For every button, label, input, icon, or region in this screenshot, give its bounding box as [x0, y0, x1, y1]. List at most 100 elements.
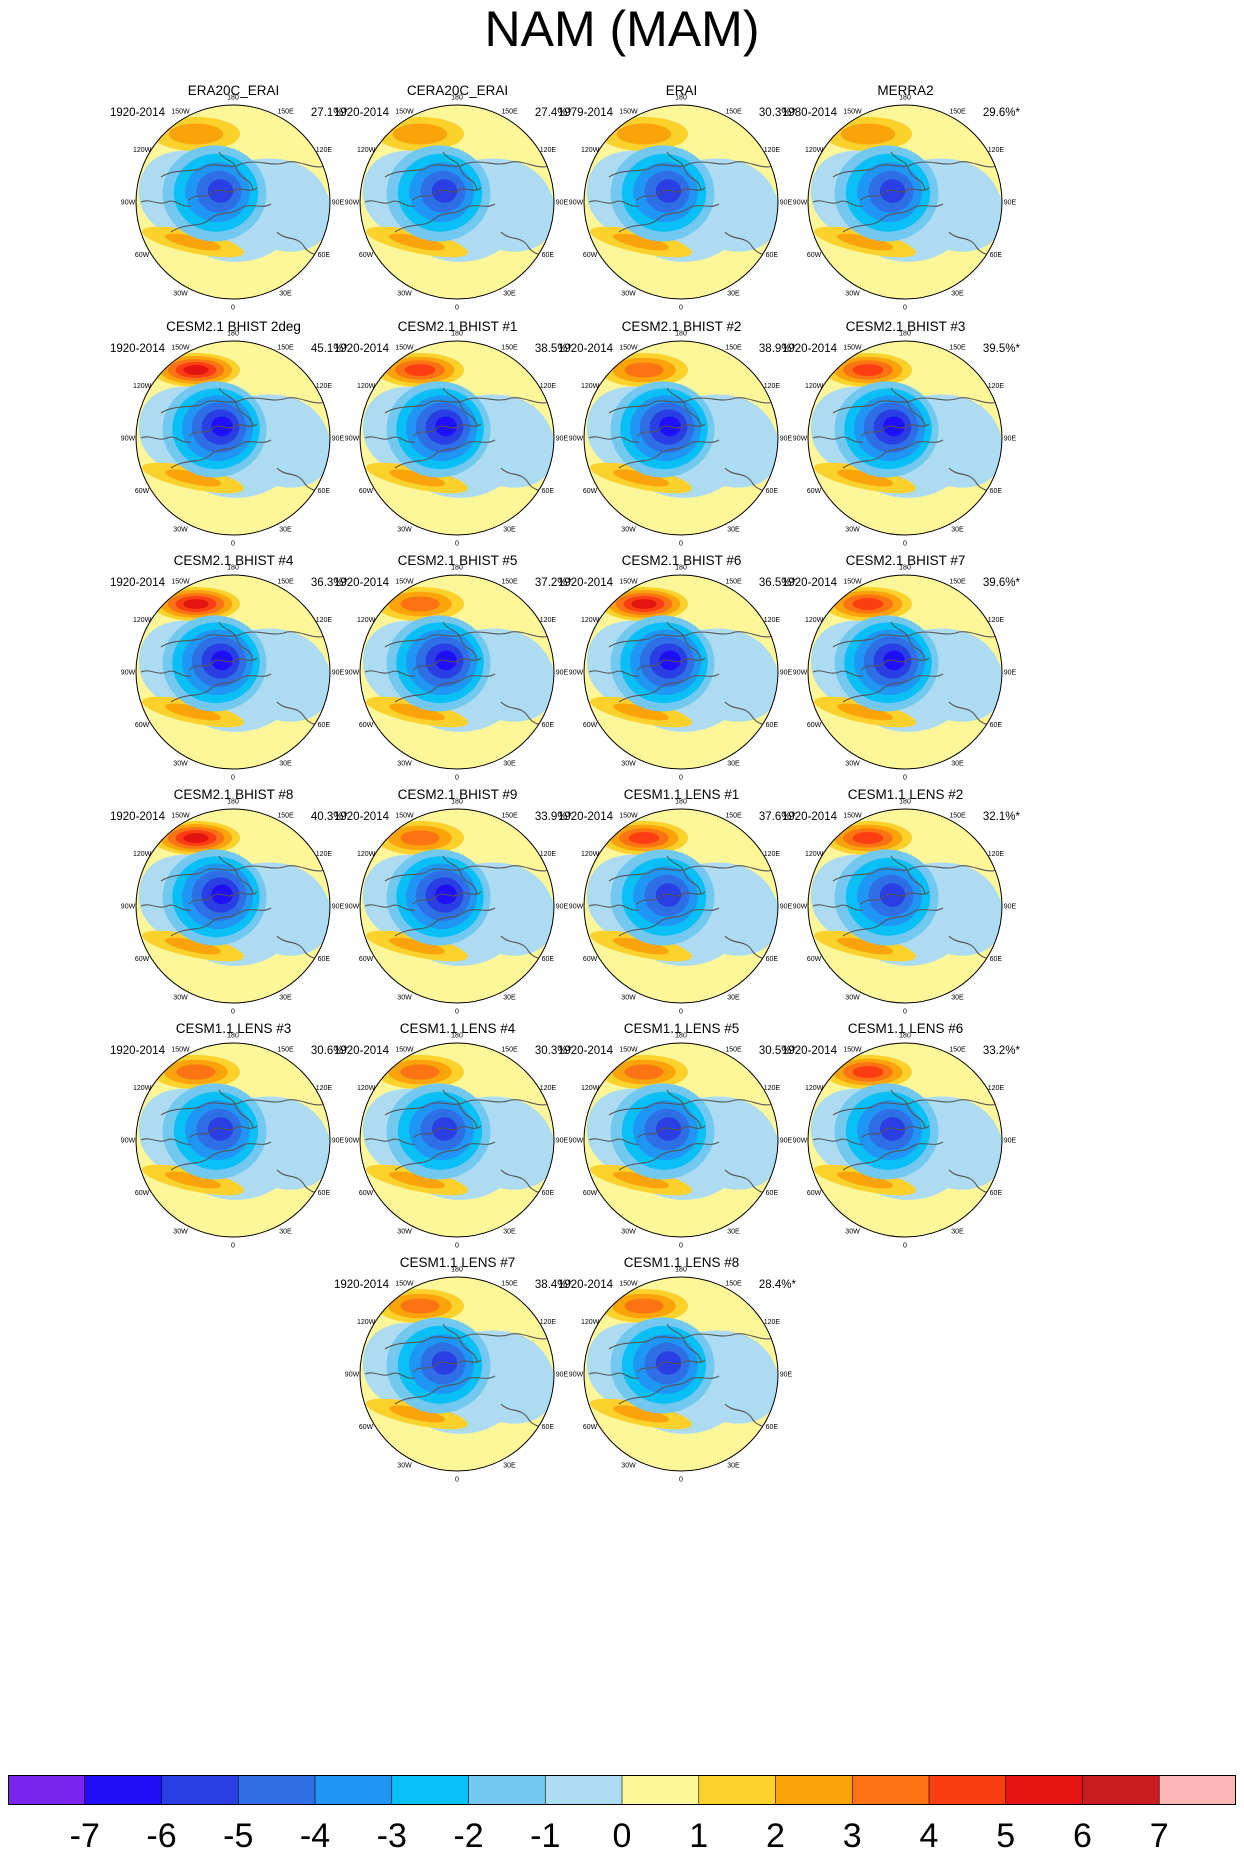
longitude-label: 30E [503, 1462, 516, 1469]
colorbar-tick-label: 2 [766, 1817, 785, 1855]
longitude-label: 90E [780, 436, 793, 443]
map-panel: CESM2.1 BHIST #8 1920-2014 40.3%* 180 150W 15… [101, 786, 366, 1056]
longitude-label: 180 [227, 95, 239, 102]
map-boundary [359, 1276, 555, 1472]
longitude-label: 150W [619, 1281, 638, 1288]
colorbar-swatch [775, 1775, 853, 1805]
longitude-label: 0 [455, 775, 459, 782]
longitude-label: 90W [121, 200, 136, 207]
panel-title: CESM2.1 BHIST #2 [621, 319, 742, 334]
longitude-label: 60W [583, 252, 598, 259]
longitude-label: 90E [1004, 200, 1017, 207]
longitude-label: 30E [951, 760, 964, 767]
panel-variance: 27.1%* [310, 107, 348, 119]
longitude-label: 30E [503, 1228, 516, 1235]
longitude-label: 90E [1004, 1138, 1017, 1145]
coastline [860, 657, 930, 671]
longitude-label: 60W [359, 252, 374, 259]
map-plot: 180 150W 150E 120W 120E 90W 90E 60W 60E 30W 30E 0 [121, 95, 345, 312]
coastline [636, 1359, 706, 1373]
longitude-label: 150E [725, 345, 742, 352]
coastline [588, 436, 640, 443]
longitude-label: 90E [780, 1138, 793, 1145]
panel-variance: 33.2%* [982, 1045, 1020, 1057]
coastline [608, 1333, 774, 1350]
coastline [666, 855, 702, 895]
map-panel: CESM2.1 BHIST #4 1920-2014 36.3%* 180 150W 15… [101, 552, 366, 822]
atlantic-band-contour [836, 233, 894, 251]
panel-variance: 30.3%* [534, 1045, 572, 1057]
panel-title: CESM2.1 BHIST #9 [397, 787, 518, 802]
coastline [140, 200, 192, 207]
coastline [890, 621, 926, 661]
longitude-label: 60E [318, 252, 331, 259]
coastline [608, 161, 774, 178]
longitude-label: 30W [397, 994, 412, 1001]
colorbar-tick-label: -3 [377, 1817, 407, 1855]
longitude-label: 120W [581, 147, 600, 154]
coastline [218, 855, 254, 895]
coastline [188, 891, 258, 905]
longitude-label: 30E [503, 290, 516, 297]
colorbar-swatch [238, 1775, 316, 1805]
panel-variance: 27.4%* [534, 107, 572, 119]
longitude-label: 150E [949, 579, 966, 586]
map-plot: 180 150W 150E 120W 120E 90W 90E 60W 60E 30W 30E 0 [569, 565, 793, 782]
longitude-label: 150W [843, 1047, 862, 1054]
pacific-high-contour [400, 1064, 440, 1080]
longitude-label: 150W [619, 579, 638, 586]
map-plot: 180 150W 150E 120W 120E 90W 90E 60W 60E 30W 30E 0 [121, 1033, 345, 1250]
longitude-label: 150W [395, 109, 414, 116]
longitude-label: 120W [805, 1085, 824, 1092]
longitude-label: 180 [227, 1033, 239, 1040]
longitude-label: 90E [780, 670, 793, 677]
longitude-label: 0 [455, 1009, 459, 1016]
map-plot: 180 150W 150E 120W 120E 90W 90E 60W 60E 30W 30E 0 [345, 799, 569, 1016]
panel-variance: 40.3%* [310, 811, 348, 823]
coastline [170, 203, 272, 233]
coastline [364, 1138, 416, 1145]
colorbar-swatch [468, 1775, 546, 1805]
longitude-label: 30E [279, 760, 292, 767]
coastline [384, 865, 550, 882]
pacific-high-contour [183, 833, 209, 843]
longitude-label: 150W [395, 813, 414, 820]
panel-period: 1920-2014 [334, 343, 389, 355]
atlantic-band-contour [164, 703, 222, 721]
longitude-label: 150W [171, 109, 190, 116]
longitude-label: 30E [503, 760, 516, 767]
panel-variance: 30.3%* [758, 107, 796, 119]
pacific-high-contour [168, 123, 224, 145]
colorbar-tick-label: -7 [70, 1817, 100, 1855]
map-plot: 180 150W 150E 120W 120E 90W 90E 60W 60E 30W 30E 0 [345, 565, 569, 782]
longitude-label: 60E [766, 1424, 779, 1431]
longitude-label: 180 [451, 799, 463, 806]
map-panel: MERRA2 1980-2014 29.6%* 180 150W 150E 120W 120E… [773, 82, 1038, 352]
longitude-label: 30W [397, 1228, 412, 1235]
coastline [412, 423, 482, 437]
panel-period: 1920-2014 [558, 1279, 613, 1291]
longitude-label: 120E [316, 147, 333, 154]
map-plot: 180 150W 150E 120W 120E 90W 90E 60W 60E 30W 30E 0 [793, 799, 1017, 1016]
map-panel: ERA20C_ERAI 1920-2014 27.1%* 180 150W 150E 120… [101, 82, 366, 352]
coastline [140, 670, 192, 677]
coastline [618, 1375, 720, 1405]
pacific-high-contour [183, 599, 209, 609]
longitude-label: 120E [764, 851, 781, 858]
longitude-label: 120W [133, 851, 152, 858]
longitude-label: 150W [843, 579, 862, 586]
longitude-label: 90E [1004, 904, 1017, 911]
pacific-high-contour [404, 364, 436, 376]
longitude-label: 60W [807, 722, 822, 729]
longitude-label: 150W [843, 345, 862, 352]
longitude-label: 90W [345, 1372, 360, 1379]
coastline [860, 1125, 930, 1139]
longitude-label: 30W [173, 760, 188, 767]
panel-period: 1920-2014 [334, 1279, 389, 1291]
coastline [442, 621, 478, 661]
panel-period: 1920-2014 [782, 1045, 837, 1057]
longitude-label: 150W [619, 813, 638, 820]
coastline [364, 904, 416, 911]
longitude-label: 60E [542, 956, 555, 963]
coastline [394, 673, 496, 703]
